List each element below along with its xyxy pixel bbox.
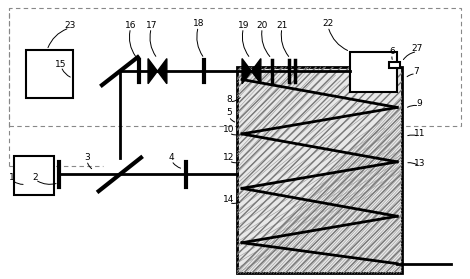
Bar [237, 67, 402, 273]
Bar [14, 156, 54, 195]
Text: 27: 27 [412, 44, 423, 53]
Polygon shape [251, 59, 261, 84]
Text: 11: 11 [414, 129, 425, 138]
Text: 13: 13 [414, 159, 425, 168]
Text: 16: 16 [125, 21, 136, 30]
Bar [26, 50, 73, 98]
Text: 15: 15 [55, 60, 67, 69]
Text: 7: 7 [413, 67, 419, 76]
Text: 21: 21 [276, 21, 288, 30]
Text: 23: 23 [64, 21, 75, 30]
Text: 22: 22 [322, 19, 334, 28]
Text: 20: 20 [257, 21, 268, 30]
Bar [9, 8, 461, 126]
Polygon shape [148, 59, 157, 84]
Text: 2: 2 [32, 173, 38, 182]
Text: 1: 1 [9, 173, 15, 182]
Text: 14: 14 [223, 195, 235, 204]
Text: 9: 9 [416, 99, 422, 108]
Polygon shape [242, 59, 251, 84]
Text: 6: 6 [390, 47, 395, 56]
Text: 18: 18 [193, 19, 204, 28]
Text: 12: 12 [223, 153, 235, 162]
Text: 4: 4 [169, 153, 174, 162]
Bar [350, 52, 397, 92]
Text: 8: 8 [227, 95, 232, 104]
Text: 3: 3 [84, 153, 90, 162]
Text: 10: 10 [223, 125, 235, 134]
Text: 5: 5 [226, 109, 232, 117]
Text: 19: 19 [238, 21, 249, 30]
Bar [237, 67, 402, 273]
Text: 17: 17 [146, 21, 157, 30]
Bar [389, 62, 400, 68]
Polygon shape [157, 59, 167, 84]
